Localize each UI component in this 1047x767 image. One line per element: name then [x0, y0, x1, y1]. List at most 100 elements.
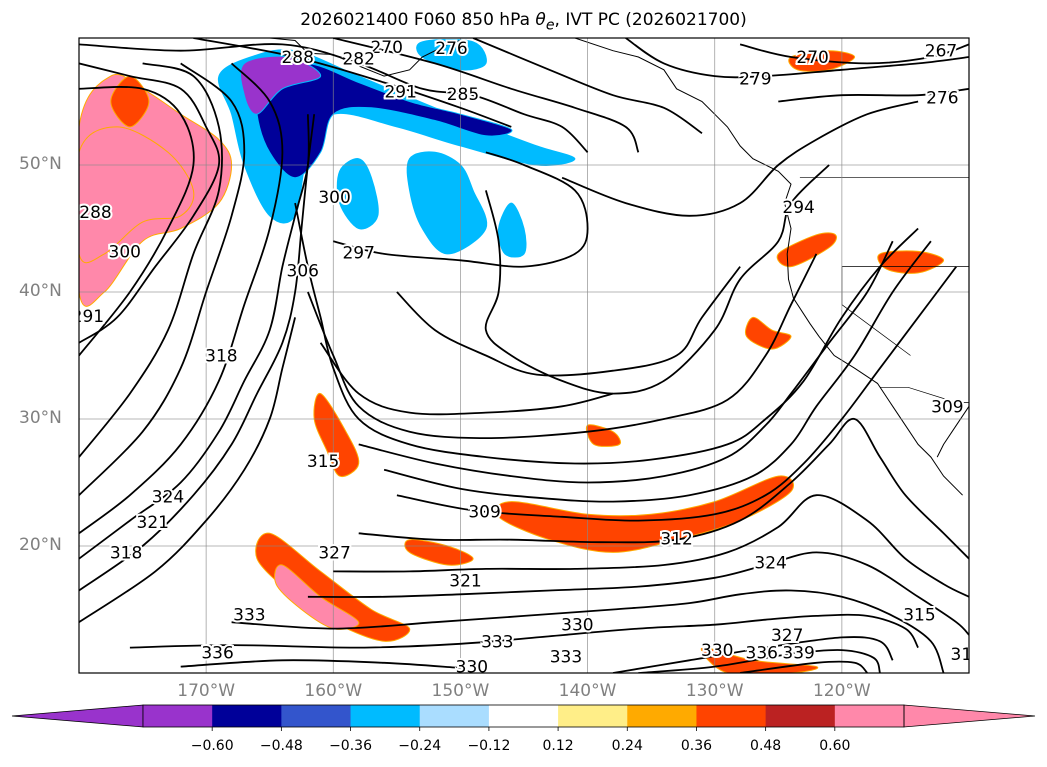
contour-label: 339: [782, 644, 814, 664]
theta-e-contour-23: [383, 240, 932, 503]
lat-tick-label: 40°N: [19, 281, 62, 301]
contour-label: 270: [796, 48, 828, 68]
contour-label: 282: [342, 49, 374, 69]
lon-tick-label: 170°W: [177, 681, 236, 701]
theta-e-contour-10: [79, 62, 246, 496]
contour-label: 318: [110, 543, 142, 563]
theta-e-contour-17: [319, 342, 614, 416]
contour-label: 324: [754, 554, 786, 574]
colorbar-segment-8: [696, 705, 767, 727]
contour-label: 300: [109, 242, 141, 262]
ivt-region-8: [497, 202, 527, 258]
ivt-region-18: [404, 539, 474, 566]
contour-label: 267: [925, 42, 957, 62]
colorbar-frame: [142, 704, 905, 728]
colorbar-tick-label: −0.48: [259, 738, 303, 754]
theta-e-contour-5: [739, 43, 969, 65]
lon-tick-label: 120°W: [812, 681, 871, 701]
colorbar-tick-label: −0.60: [190, 738, 234, 754]
contour-label: 321: [449, 571, 481, 591]
theta-e-contour-32: [638, 649, 881, 673]
ivt-region-10: [495, 475, 794, 553]
colorbar-segment-3: [350, 705, 421, 727]
theta-e-contour-19: [484, 164, 830, 395]
contour-label: 300: [318, 188, 350, 208]
colorbar-tick-label: 0.12: [542, 738, 574, 754]
colorbar-segment-5: [488, 705, 559, 727]
contour-label: 279: [739, 70, 771, 90]
contour-label: 318: [205, 347, 237, 367]
contour-label: 315: [307, 452, 339, 472]
theta-e-contour-18: [333, 151, 589, 268]
colorbar-segment-7: [627, 705, 697, 727]
map-frame: [78, 37, 970, 674]
colorbar-under-triangle: [11, 704, 144, 728]
colorbar-tick-label: −0.36: [329, 738, 372, 754]
colorbar-segment-0: [143, 705, 213, 727]
theta-e-contour-9: [79, 62, 223, 458]
colorbar-segment-2: [281, 705, 352, 727]
colorbar-tick-label: 0.60: [819, 738, 851, 754]
colorbar-segment-4: [419, 705, 490, 727]
contour-label: 309: [931, 397, 963, 417]
theta-e-contour-21: [561, 100, 919, 217]
lon-tick-label: 140°W: [558, 681, 617, 701]
ivt-region-4: [239, 55, 322, 115]
ivt-region-15: [877, 250, 945, 274]
contour-label: 330: [561, 616, 593, 636]
contour-label: 315: [903, 606, 935, 626]
contour-label: 330: [456, 658, 488, 678]
contour-label: 294: [782, 198, 814, 218]
ivt-region-13: [776, 232, 837, 268]
gridline-layer: [79, 38, 969, 673]
lat-tick-label: 20°N: [19, 535, 62, 555]
coastline-1: [936, 406, 969, 458]
theta-e-contour-30: [180, 659, 461, 669]
contour-label: 336: [746, 644, 778, 664]
contour-label: 327: [771, 626, 803, 646]
theta-e-contour-20: [396, 266, 741, 377]
colorbar-segment-6: [558, 705, 628, 727]
contour-label: 285: [447, 85, 479, 105]
colorbar-segment-1: [212, 705, 282, 727]
theta-e-contour-2: [333, 38, 640, 153]
contour-label: 327: [318, 543, 350, 563]
theta-e-contour-26: [333, 494, 969, 598]
theta-e-contour-22: [358, 240, 894, 484]
colorbar-segment-10: [834, 705, 905, 727]
chart-title: 2026021400 F060 850 hPa θe, IVT PC (2026…: [300, 10, 747, 34]
contour-label: 324: [152, 487, 184, 507]
lon-tick-label: 130°W: [685, 681, 744, 701]
colorbar-tick-label: 0.24: [611, 738, 643, 754]
contour-label: 309: [468, 503, 500, 523]
theta-e-contour-12: [79, 114, 310, 560]
colorbar-tick-label: −0.12: [467, 738, 511, 754]
colorbar-tick-label: −0.24: [398, 738, 442, 754]
contour-label: 333: [481, 632, 513, 652]
contour-label: 276: [926, 89, 958, 109]
contour-label: 333: [550, 647, 582, 667]
theta-e-contour-28: [231, 589, 945, 673]
lon-tick-label: 160°W: [304, 681, 363, 701]
theta-e-contour-layer: [79, 38, 969, 673]
theta-e-contour-13: [79, 114, 316, 592]
contour-label: 321: [137, 513, 169, 533]
lon-tick-label: 150°W: [431, 681, 490, 701]
contour-label: 288: [281, 48, 313, 68]
contour-label: 336: [201, 644, 233, 664]
ivt-region-6: [406, 151, 488, 255]
theta-e-contour-31: [612, 636, 894, 673]
theta-e-contour-6: [778, 87, 969, 103]
lat-tick-label: 30°N: [19, 408, 62, 428]
border-1: [880, 386, 969, 403]
lat-tick-label: 50°N: [19, 154, 62, 174]
theta-e-contour-25: [358, 418, 969, 560]
colorbar-tick-label: 0.36: [680, 738, 713, 754]
theta-e-contour-33: [739, 660, 868, 673]
contour-label: 306: [287, 261, 319, 281]
theta-e-contour-29: [129, 613, 919, 649]
colorbar: [11, 704, 1036, 731]
colorbar-segment-9: [765, 705, 836, 727]
contour-label: 31: [951, 645, 973, 665]
